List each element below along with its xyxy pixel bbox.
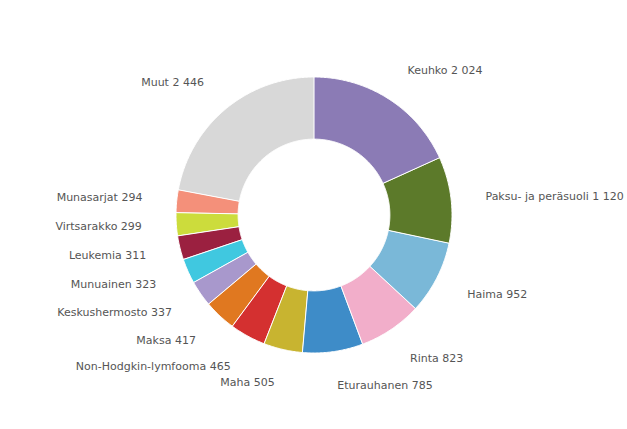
svg-text:Paksu- ja peräsuoli 1 120: Paksu- ja peräsuoli 1 120: [485, 190, 623, 203]
svg-text:Munuainen 323: Munuainen 323: [71, 278, 156, 291]
svg-text:Keuhko 2 024: Keuhko 2 024: [407, 64, 482, 77]
svg-text:Rinta 823: Rinta 823: [410, 352, 463, 365]
svg-text:Haima 952: Haima 952: [467, 288, 527, 301]
svg-text:Leukemia 311: Leukemia 311: [69, 249, 146, 262]
svg-text:Maksa 417: Maksa 417: [136, 334, 196, 347]
svg-text:Keskushermosto 337: Keskushermosto 337: [57, 306, 172, 319]
svg-text:Non-Hodgkin-lymfooma 465: Non-Hodgkin-lymfooma 465: [76, 360, 231, 373]
svg-text:Muut 2 446: Muut 2 446: [141, 76, 204, 89]
svg-text:Maha 505: Maha 505: [220, 376, 274, 389]
svg-text:Virtsarakko 299: Virtsarakko 299: [55, 220, 141, 233]
svg-text:Munasarjat 294: Munasarjat 294: [57, 191, 143, 204]
svg-text:Eturauhanen 785: Eturauhanen 785: [337, 379, 432, 392]
